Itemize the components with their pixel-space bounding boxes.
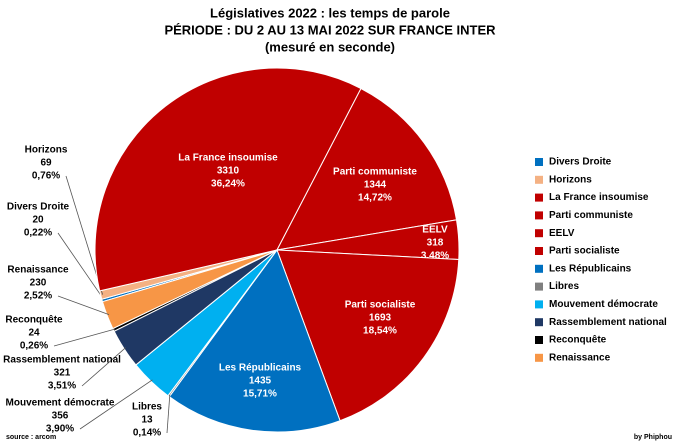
pie-slice <box>276 249 460 422</box>
slice-label: Rassemblement national <box>3 355 121 366</box>
legend-swatch <box>535 193 543 202</box>
slice-label: Libres <box>132 402 162 413</box>
leader-line <box>79 379 153 430</box>
slice-value: 321 <box>54 368 71 379</box>
pie-slice <box>276 87 458 251</box>
slice-label: Renaissance <box>7 265 69 276</box>
slice-label: Divers Droite <box>7 202 70 213</box>
slice-label: EELV <box>422 225 448 236</box>
slice-percent: 0,26% <box>20 341 48 352</box>
slice-value: 69 <box>40 158 52 169</box>
slice-value: 13 <box>141 415 153 426</box>
slice-value: 3310 <box>217 166 240 177</box>
slice-value: 1693 <box>369 313 392 324</box>
legend-label: Horizons <box>549 174 592 185</box>
legend-label: Rassemblement national <box>549 317 667 328</box>
slice-label: Parti communiste <box>333 167 417 178</box>
legend-label: La France insoumise <box>549 192 649 203</box>
slice-percent: 0,14% <box>133 428 161 439</box>
pie-slice <box>94 67 362 292</box>
leader-line <box>166 394 171 434</box>
source: source : arcom <box>6 434 56 441</box>
legend-swatch <box>535 318 543 327</box>
legend-label: Divers Droite <box>549 157 612 168</box>
legend-swatch <box>535 175 543 184</box>
leader-line <box>57 295 110 315</box>
slice-percent: 15,71% <box>243 389 277 400</box>
leader-line <box>57 232 105 301</box>
slice-percent: 18,54% <box>363 326 397 337</box>
slice-label: Mouvement démocrate <box>6 398 115 409</box>
slice-percent: 2,52% <box>24 291 52 302</box>
legend-swatch <box>535 229 543 238</box>
slice-value: 1344 <box>364 180 387 191</box>
slice-percent: 3,90% <box>46 424 74 435</box>
slice-value: 24 <box>28 328 40 339</box>
slice-label: Les Républicains <box>219 363 302 374</box>
chart-subtitle: PÉRIODE : DU 2 AU 13 MAI 2022 SUR FRANCE… <box>164 22 496 37</box>
legend-swatch <box>535 211 543 220</box>
slice-percent: 3,48% <box>421 251 449 262</box>
unit-note: (mesuré en seconde) <box>265 39 395 54</box>
slice-percent: 14,72% <box>358 193 392 204</box>
legend-label: Mouvement démocrate <box>549 299 658 310</box>
legend-label: Parti communiste <box>549 210 633 221</box>
slice-value: 1435 <box>249 376 272 387</box>
slice-value: 230 <box>30 278 47 289</box>
slice-label: Horizons <box>25 145 68 156</box>
pie-slice <box>168 248 341 433</box>
legend-label: Parti socialiste <box>549 246 620 257</box>
chart-title: Législatives 2022 : les temps de parole <box>210 5 450 20</box>
legend-swatch <box>535 300 543 309</box>
leader-line <box>53 328 116 347</box>
legend-swatch <box>535 158 543 166</box>
legend-label: Renaissance <box>549 352 611 363</box>
legend-swatch <box>535 336 543 344</box>
pie-slice <box>101 249 278 330</box>
legend-swatch <box>535 282 543 291</box>
slice-label: Parti socialiste <box>345 300 416 311</box>
slice-value: 20 <box>32 215 44 226</box>
slice-percent: 0,22% <box>24 228 52 239</box>
slice-label: Reconquête <box>5 315 63 326</box>
credit: by Phiphou <box>634 434 672 441</box>
slice-value: 356 <box>52 411 69 422</box>
leader-line <box>81 347 127 387</box>
legend-label: Reconquête <box>549 335 607 346</box>
legend-label: Libres <box>549 281 579 292</box>
slice-label: La France insoumise <box>178 153 278 164</box>
legend-label: EELV <box>549 228 575 239</box>
slice-percent: 0,76% <box>32 171 60 182</box>
slice-percent: 36,24% <box>211 179 245 190</box>
legend-label: Les Républicains <box>549 263 632 274</box>
slice-percent: 3,51% <box>48 381 76 392</box>
slice-value: 318 <box>427 238 444 249</box>
legend-swatch <box>535 247 543 255</box>
legend-swatch <box>535 264 543 273</box>
legend-swatch <box>535 353 543 362</box>
